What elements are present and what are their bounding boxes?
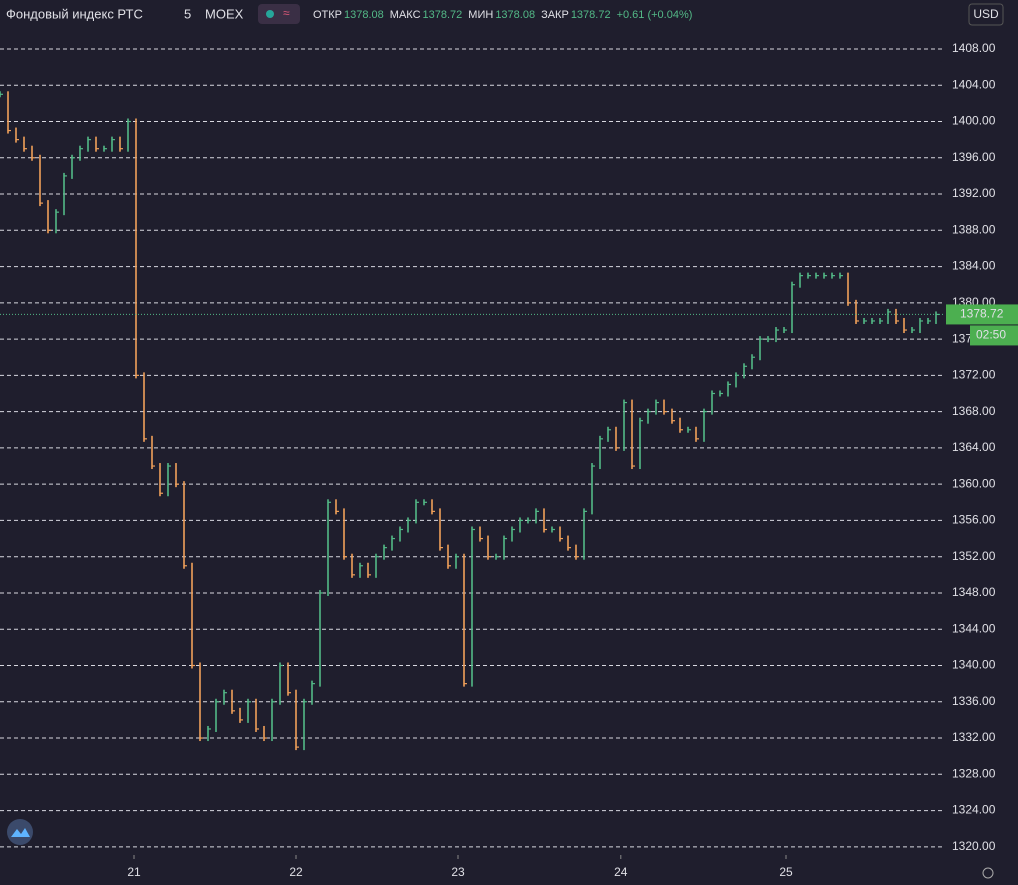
interval: 5 bbox=[184, 6, 191, 21]
change: +0.61 (+0.04%) bbox=[617, 9, 693, 21]
countdown: 02:50 bbox=[976, 328, 1006, 342]
x-tick-label: 22 bbox=[289, 865, 303, 879]
stat-label: МАКС bbox=[390, 9, 421, 21]
y-tick-label: 1352.00 bbox=[952, 549, 996, 563]
x-tick-label: 23 bbox=[451, 865, 465, 879]
stat-label: ЗАКР bbox=[541, 9, 569, 21]
logo-icon bbox=[11, 828, 30, 837]
y-tick-label: 1404.00 bbox=[952, 77, 996, 91]
y-tick-label: 1384.00 bbox=[952, 259, 996, 273]
y-tick-label: 1356.00 bbox=[952, 513, 996, 527]
stat-value: 1378.72 bbox=[423, 9, 463, 21]
axes: 1320.00 1324.00 1328.00 1332.00 1336.00 1340.… bbox=[127, 41, 1018, 879]
settings-button[interactable] bbox=[982, 867, 994, 879]
x-tick-label: 24 bbox=[614, 865, 628, 879]
y-tick-label: 1408.00 bbox=[952, 41, 996, 55]
y-tick-label: 1332.00 bbox=[952, 730, 996, 744]
stat-value: 1378.08 bbox=[495, 9, 535, 21]
indicator-toggle[interactable] bbox=[258, 4, 300, 24]
y-tick-label: 1392.00 bbox=[952, 186, 996, 200]
y-tick-label: 1344.00 bbox=[952, 621, 996, 635]
y-tick-label: 1320.00 bbox=[952, 839, 996, 853]
stat-value: 1378.08 bbox=[344, 9, 384, 21]
y-tick-label: 1396.00 bbox=[952, 150, 996, 164]
y-tick-label: 1364.00 bbox=[952, 440, 996, 454]
y-tick-label: 1328.00 bbox=[952, 766, 996, 780]
stat-value: 1378.72 bbox=[571, 9, 611, 21]
logo bbox=[7, 819, 33, 845]
stat-label: ОТКР bbox=[313, 9, 342, 21]
currency: USD bbox=[973, 7, 999, 21]
header: Фондовый индекс РТС 5 MOEX ≈ bbox=[0, 2, 740, 26]
indicator-icon bbox=[266, 10, 274, 18]
indicator-icon: ≈ bbox=[283, 6, 290, 20]
stat-label: МИН bbox=[468, 9, 493, 21]
x-tick-label: 25 bbox=[779, 865, 793, 879]
y-tick-label: 1372.00 bbox=[952, 368, 996, 382]
y-tick-label: 1336.00 bbox=[952, 694, 996, 708]
last-price-box bbox=[946, 304, 1018, 325]
header-bg bbox=[0, 2, 740, 26]
currency-button[interactable] bbox=[968, 3, 1004, 26]
y-tick-label: 1400.00 bbox=[952, 114, 996, 128]
y-tick-label: 1388.00 bbox=[952, 222, 996, 236]
x-tick-label: 21 bbox=[127, 865, 141, 879]
y-tick-label: 1340.00 bbox=[952, 658, 996, 672]
price-bars bbox=[0, 91, 945, 751]
grid bbox=[0, 48, 945, 848]
ohlc-stats: ОТКР 1378.08 МАКС 1378.72 МИН 1378.08 ЗАКР 1378… bbox=[313, 9, 692, 21]
y-tick-label: 1368.00 bbox=[952, 404, 996, 418]
countdown-box bbox=[970, 325, 1018, 346]
y-tick-label: 1324.00 bbox=[952, 803, 996, 817]
y-tick-label: 1348.00 bbox=[952, 585, 996, 599]
exchange: MOEX bbox=[205, 6, 244, 21]
y-tick-label: 1360.00 bbox=[952, 476, 996, 490]
symbol-title: Фондовый индекс РТС bbox=[6, 6, 143, 21]
last-price-label: 1378.72 bbox=[960, 307, 1004, 321]
